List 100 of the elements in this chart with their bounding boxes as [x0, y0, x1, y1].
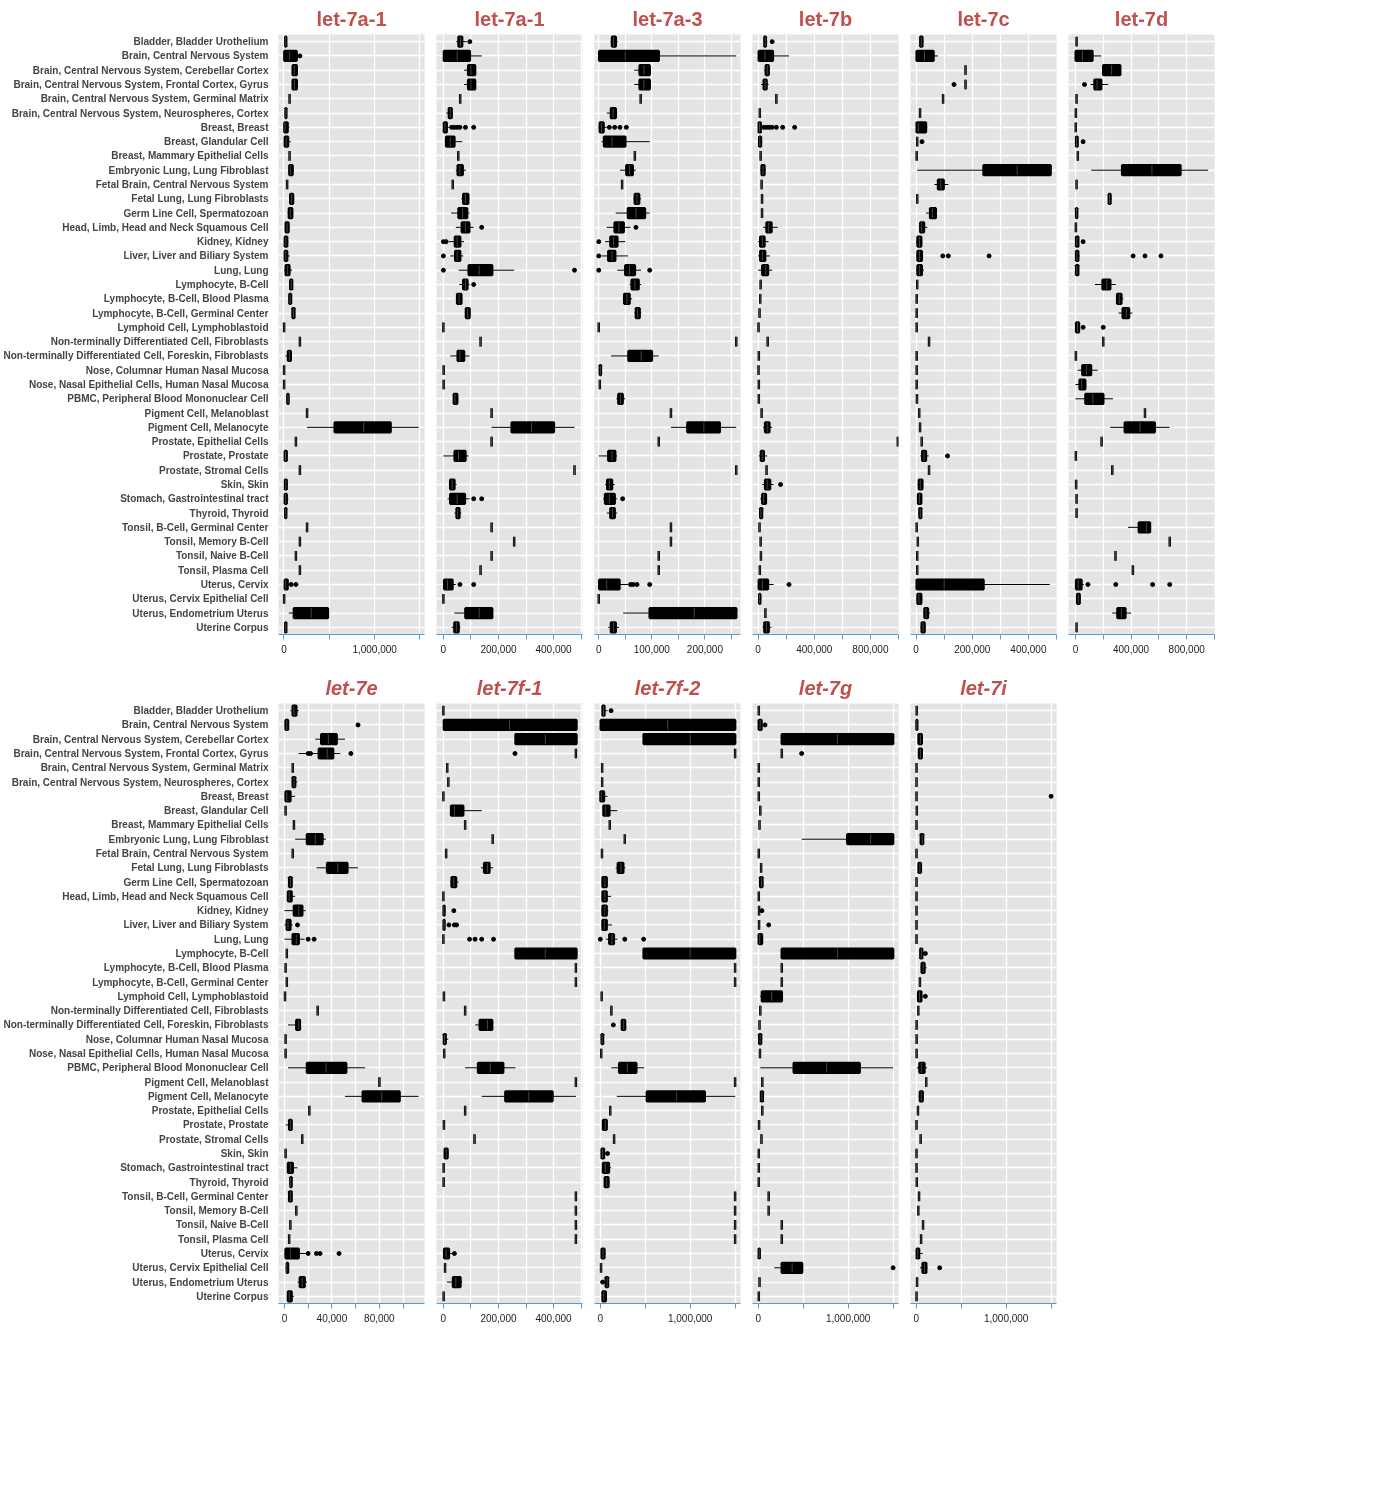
y-tick-label: Tonsil, B-Cell, Germinal Center — [121, 1190, 269, 1202]
y-tick-label: Liver, Liver and Biliary System — [123, 250, 269, 262]
x-tick-label: 0 — [913, 1312, 920, 1324]
chart-title: let-7a-1 — [316, 7, 387, 30]
y-tick-label: Lymphoid Cell, Lymphoblastoid — [117, 990, 269, 1002]
x-tick-label: 0 — [440, 1312, 447, 1324]
y-tick-label: Thyroid, Thyroid — [189, 1176, 269, 1188]
y-tick-label: Non-terminally Differentiated Cell, Foreskin, Fibroblasts — [3, 350, 269, 362]
y-tick-label: Bladder, Bladder Urothelium — [133, 36, 269, 48]
chart-title: let-7f-1 — [476, 676, 543, 699]
y-tick-label: Fetal Brain, Central Nervous System — [95, 179, 269, 190]
y-tick-label: Nose, Nasal Epithelial Cells, Human Nasal Mucosa — [28, 1048, 269, 1059]
x-tick-label: 800,000 — [852, 643, 889, 655]
x-tick-label: 200,000 — [480, 643, 517, 655]
y-tick-label: Pigment Cell, Melanocyte — [147, 1090, 269, 1102]
y-tick-label: Stomach, Gastrointestinal tract — [120, 493, 270, 505]
y-tick-label: PBMC, Peripheral Blood Mononuclear Cell — [67, 393, 269, 405]
y-tick-label: Prostate, Prostate — [182, 450, 269, 462]
x-tick-label: 1,000,000 — [667, 1312, 713, 1324]
y-tick-label: Breast, Glandular Cell — [164, 136, 269, 148]
y-tick-label: Pigment Cell, Melanoblast — [144, 1076, 270, 1088]
y-tick-label: Lung, Lung — [214, 264, 269, 276]
y-tick-label: Tonsil, Plasma Cell — [178, 564, 269, 576]
y-tick-label: Tonsil, Naive B-Cell — [175, 550, 269, 562]
y-tick-label: Bladder, Bladder Urothelium — [133, 705, 269, 717]
y-tick-label: Non-terminally Differentiated Cell, Fibroblasts — [50, 336, 269, 348]
x-tick-label: 400,000 — [535, 643, 573, 655]
x-tick-label: 400,000 — [1113, 643, 1150, 655]
x-tick-label: 0 — [595, 643, 602, 655]
x-tick-label: 1,000,000 — [825, 1312, 871, 1324]
x-tick-label: 0 — [597, 1312, 604, 1324]
y-tick-label: Head, Limb, Head and Neck Squamous Cell — [62, 221, 269, 233]
y-tick-label: Skin, Skin — [220, 1148, 269, 1159]
y-tick-label: Tonsil, Naive B-Cell — [175, 1219, 269, 1231]
chart-title: let-7d — [1114, 7, 1169, 30]
y-tick-label: Brain, Central Nervous System, Germinal Matrix — [40, 93, 269, 105]
y-tick-label: Kidney, Kidney — [197, 905, 269, 917]
y-tick-label: Skin, Skin — [220, 479, 269, 490]
y-tick-label: Uterine Corpus — [196, 621, 269, 633]
y-tick-label: Prostate, Stromal Cells — [159, 464, 269, 476]
y-tick-label: Fetal Lung, Lung Fibroblasts — [131, 862, 269, 874]
y-tick-label: Breast, Mammary Epithelial Cells — [111, 819, 269, 831]
x-tick-label: 0 — [755, 643, 762, 655]
chart-title: let-7f-2 — [634, 676, 701, 699]
x-tick-label: 0 — [913, 643, 920, 655]
y-tick-label: Head, Limb, Head and Neck Squamous Cell — [62, 890, 269, 902]
x-tick-label: 0 — [755, 1312, 762, 1324]
y-tick-label: Brain, Central Nervous System — [121, 719, 269, 731]
x-tick-label: 0 — [440, 643, 447, 655]
y-tick-label: Embryonic Lung, Lung Fibroblast — [108, 833, 270, 845]
x-tick-label: 400,000 — [796, 643, 833, 655]
y-tick-label: Tonsil, Memory B-Cell — [164, 1205, 269, 1217]
y-tick-label: Uterus, Endometrium Uterus — [132, 1276, 269, 1288]
y-tick-label: Uterus, Cervix Epithelial Cell — [132, 593, 269, 605]
chart-title: let-7g — [798, 676, 853, 699]
y-tick-label: Uterine Corpus — [196, 1290, 269, 1302]
y-tick-label: Breast, Mammary Epithelial Cells — [111, 150, 269, 162]
y-tick-label: Germ Line Cell, Spermatozoan — [123, 876, 269, 888]
y-tick-label: Lymphocyte, B-Cell, Germinal Center — [92, 307, 269, 319]
y-tick-label: Tonsil, B-Cell, Germinal Center — [121, 521, 269, 533]
y-tick-label: Embryonic Lung, Lung Fibroblast — [108, 164, 270, 176]
x-tick-label: 0 — [1072, 643, 1079, 655]
y-tick-label: Nose, Nasal Epithelial Cells, Human Nasal Mucosa — [28, 379, 269, 390]
y-tick-label: Lymphoid Cell, Lymphoblastoid — [117, 321, 269, 333]
y-tick-label: Liver, Liver and Biliary System — [123, 919, 269, 931]
y-tick-label: Brain, Central Nervous System, Cerebellar Cortex — [32, 733, 269, 745]
x-tick-label: 1,000,000 — [352, 643, 398, 655]
y-tick-label: Brain, Central Nervous System, Neurospheres, Cortex — [11, 776, 269, 788]
x-tick-label: 40,000 — [316, 1312, 348, 1324]
x-tick-label: 200,000 — [480, 1312, 517, 1324]
y-tick-label: Lymphocyte, B-Cell, Blood Plasma — [103, 293, 269, 305]
chart-title: let-7e — [325, 676, 378, 699]
y-tick-label: Prostate, Epithelial Cells — [151, 436, 269, 448]
chart-title: let-7a-3 — [632, 7, 703, 30]
chart-title: let-7b — [798, 7, 853, 30]
x-tick-label: 1,000,000 — [983, 1312, 1029, 1324]
y-tick-label: Brain, Central Nervous System, Neurospheres, Cortex — [11, 107, 269, 119]
y-tick-label: Brain, Central Nervous System, Frontal Cortex, Gyrus — [13, 79, 269, 90]
y-tick-label: Lymphocyte, B-Cell — [175, 279, 269, 290]
x-tick-label: 80,000 — [364, 1312, 396, 1324]
x-tick-label: 0 — [281, 1312, 288, 1324]
y-tick-label: Brain, Central Nervous System, Cerebellar Cortex — [32, 64, 269, 76]
x-tick-label: 200,000 — [954, 643, 991, 655]
y-tick-label: Lymphocyte, B-Cell — [175, 948, 269, 959]
y-tick-label: Uterus, Cervix — [200, 579, 269, 590]
y-tick-label: Lymphocyte, B-Cell, Germinal Center — [92, 976, 269, 988]
y-tick-label: Brain, Central Nervous System, Germinal Matrix — [40, 762, 269, 774]
y-tick-label: Brain, Central Nervous System, Frontal Cortex, Gyrus — [13, 748, 269, 759]
chart-title: let-7c — [957, 7, 1010, 30]
y-tick-label: Prostate, Stromal Cells — [159, 1133, 269, 1145]
y-tick-label: Tonsil, Memory B-Cell — [164, 536, 269, 548]
y-tick-label: Breast, Breast — [200, 790, 270, 802]
y-tick-label: Prostate, Prostate — [182, 1119, 269, 1131]
y-tick-label: Breast, Glandular Cell — [164, 805, 269, 817]
y-tick-label: Pigment Cell, Melanoblast — [144, 407, 270, 419]
y-tick-label: Uterus, Endometrium Uterus — [132, 607, 269, 619]
y-tick-label: Stomach, Gastrointestinal tract — [120, 1162, 270, 1174]
x-tick-label: 0 — [281, 643, 288, 655]
chart-title: let-7a-1 — [474, 7, 545, 30]
y-tick-label: Non-terminally Differentiated Cell, Foreskin, Fibroblasts — [3, 1019, 269, 1031]
